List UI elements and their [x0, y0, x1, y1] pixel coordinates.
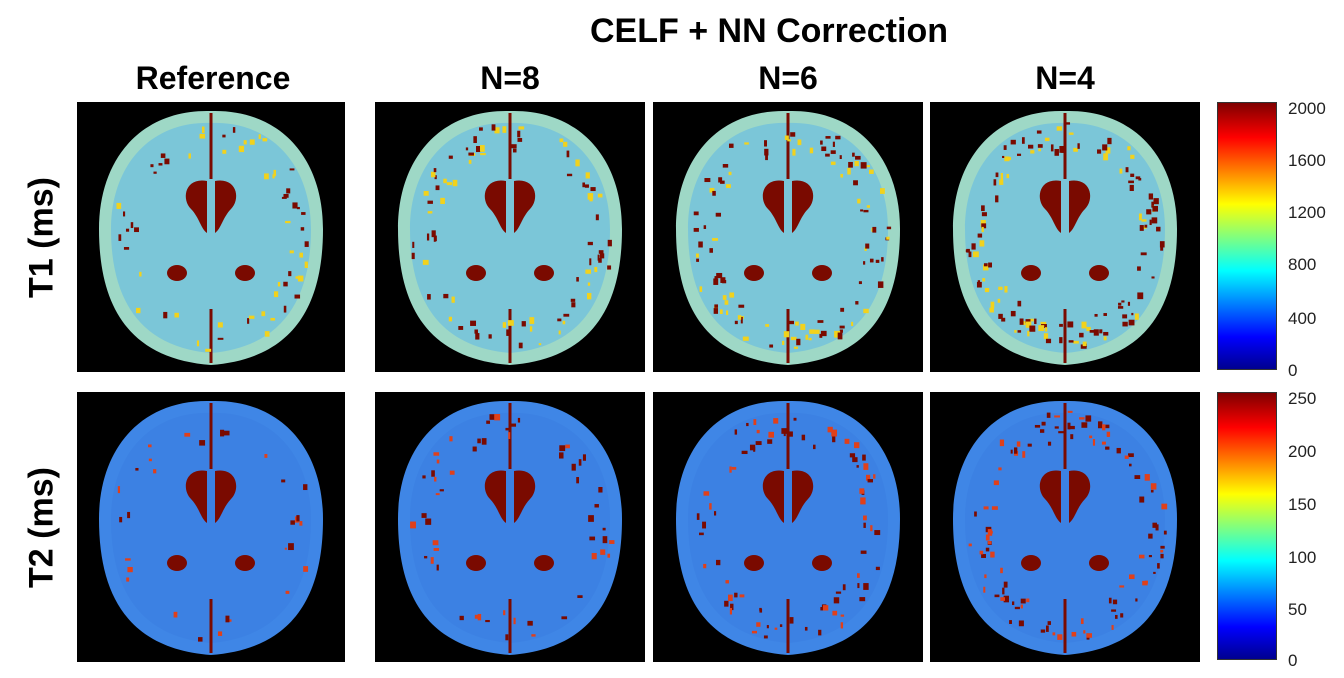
- t2-reference-map: [77, 392, 345, 662]
- t2-n6-map: [653, 392, 923, 662]
- row-label-t2: T2 (ms): [22, 467, 61, 588]
- row-label-t1: T1 (ms): [22, 177, 61, 298]
- column-title-n4: N=4: [1035, 60, 1095, 96]
- t1-reference-map: [77, 102, 345, 372]
- t2-colorbar: [1217, 392, 1277, 660]
- t1-n6-map: [653, 102, 923, 372]
- t2-tick-label: 150: [1288, 495, 1317, 514]
- t1-tick-label: 400: [1288, 309, 1317, 328]
- t1-tick-label: 2000: [1288, 99, 1326, 118]
- t1-colorbar: [1217, 102, 1277, 370]
- column-title-n8: N=8: [480, 60, 540, 96]
- t2-tick-label: 100: [1288, 548, 1317, 567]
- t1-tick-label: 1200: [1288, 203, 1326, 222]
- t1-n8-map: [375, 102, 645, 372]
- column-title-n6: N=6: [758, 60, 818, 96]
- t1-tick-label: 0: [1288, 361, 1298, 380]
- t2-tick-label: 200: [1288, 442, 1317, 461]
- column-title-reference: Reference: [135, 60, 291, 96]
- t1-n4-map: [930, 102, 1200, 372]
- t1-tick-label: 800: [1288, 255, 1317, 274]
- t2-tick-label: 0: [1288, 651, 1298, 670]
- t2-tick-label: 50: [1288, 600, 1307, 619]
- t1-tick-label: 1600: [1288, 151, 1326, 170]
- t2-n8-map: [375, 392, 645, 662]
- t2-n4-map: [930, 392, 1200, 662]
- t2-tick-label: 250: [1288, 389, 1317, 408]
- group-title: CELF + NN Correction: [590, 12, 948, 50]
